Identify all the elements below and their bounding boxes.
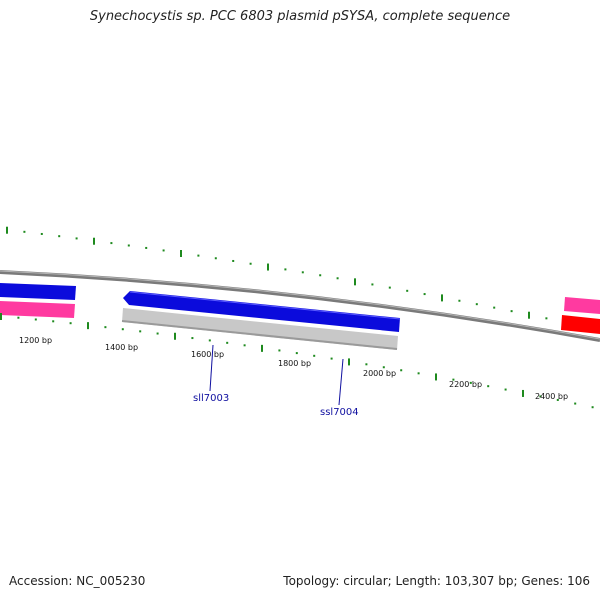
outer-minor-tick bbox=[510, 310, 513, 313]
outer-minor-tick bbox=[197, 254, 200, 257]
inner-minor-tick bbox=[69, 322, 72, 325]
inner-minor-tick bbox=[417, 372, 420, 375]
outer-minor-tick bbox=[232, 259, 235, 262]
bp-label-2000: 2000 bp bbox=[363, 369, 396, 378]
outer-minor-tick bbox=[336, 277, 339, 280]
inner-minor-tick bbox=[121, 328, 124, 331]
outer-minor-tick bbox=[23, 230, 26, 233]
map-title: Synechocystis sp. PCC 6803 plasmid pSYSA… bbox=[89, 9, 511, 24]
inner-major-tick bbox=[87, 322, 89, 330]
outer-major-tick bbox=[93, 237, 95, 245]
outer-minor-tick bbox=[493, 306, 496, 309]
gene-label-sll7003[interactable]: sll7003 bbox=[193, 393, 229, 404]
inner-minor-tick bbox=[469, 381, 472, 384]
bp-label-2200: 2200 bp bbox=[449, 380, 482, 389]
outer-minor-tick bbox=[58, 235, 61, 238]
outer-minor-tick bbox=[127, 244, 130, 247]
feature-red-right[interactable] bbox=[561, 315, 600, 334]
inner-minor-tick bbox=[295, 352, 298, 355]
gene-sll7003-arrow[interactable] bbox=[123, 291, 400, 332]
inner-minor-tick bbox=[104, 326, 107, 329]
inner-minor-tick bbox=[591, 406, 594, 409]
outer-minor-tick bbox=[406, 289, 409, 292]
outer-minor-tick bbox=[40, 232, 43, 235]
outer-minor-tick bbox=[319, 274, 322, 277]
inner-minor-tick bbox=[556, 398, 559, 401]
inner-minor-tick bbox=[400, 369, 403, 372]
inner-minor-tick bbox=[52, 320, 55, 323]
outer-minor-tick bbox=[249, 262, 252, 265]
gene-ssl7004-bar[interactable] bbox=[122, 308, 398, 350]
inner-minor-tick bbox=[452, 378, 455, 381]
inner-minor-tick bbox=[243, 344, 246, 347]
outer-minor-tick bbox=[388, 286, 391, 289]
outer-major-tick bbox=[267, 263, 269, 271]
inner-minor-tick bbox=[313, 354, 316, 357]
inner-major-tick bbox=[174, 332, 176, 340]
bp-label-1200: 1200 bp bbox=[19, 336, 52, 345]
sll7003-leader bbox=[209, 344, 214, 392]
inner-minor-tick bbox=[382, 366, 385, 369]
inner-minor-tick bbox=[365, 363, 368, 366]
inner-minor-tick bbox=[139, 330, 142, 333]
inner-minor-tick bbox=[574, 402, 577, 405]
outer-minor-tick bbox=[423, 293, 426, 296]
outer-minor-tick bbox=[545, 317, 548, 320]
feature-blue-left[interactable] bbox=[0, 283, 76, 300]
feature-pink-left[interactable] bbox=[0, 301, 75, 318]
outer-minor-tick bbox=[214, 257, 217, 260]
inner-minor-tick bbox=[487, 385, 490, 388]
inner-major-tick bbox=[435, 373, 437, 381]
outer-minor-tick bbox=[145, 246, 148, 249]
outer-major-tick bbox=[354, 278, 356, 286]
inner-minor-tick bbox=[539, 395, 542, 398]
inner-major-tick bbox=[522, 389, 524, 397]
outer-minor-tick bbox=[301, 271, 304, 274]
inner-minor-tick bbox=[330, 357, 333, 360]
accession-text: Accession: NC_005230 bbox=[9, 574, 146, 588]
feature-pink-right[interactable] bbox=[564, 297, 600, 314]
gene-ssl7004-shadow bbox=[121, 320, 398, 350]
outer-minor-tick bbox=[284, 268, 287, 271]
bp-label-1800: 1800 bp bbox=[278, 359, 311, 368]
gene-label-ssl7004[interactable]: ssl7004 bbox=[320, 407, 359, 418]
outer-major-tick bbox=[6, 226, 8, 234]
inner-major-tick bbox=[261, 344, 263, 352]
inner-major-tick bbox=[348, 358, 350, 366]
ssl7004-leader bbox=[338, 358, 344, 406]
inner-tick-row bbox=[0, 313, 594, 409]
sequence-stats: Topology: circular; Length: 103,307 bp; … bbox=[283, 574, 590, 588]
plasmid-backbone bbox=[0, 270, 600, 342]
bp-label-2400: 2400 bp bbox=[535, 392, 568, 401]
inner-minor-tick bbox=[208, 339, 211, 342]
inner-minor-tick bbox=[17, 316, 20, 319]
inner-major-tick bbox=[0, 313, 2, 320]
outer-major-tick bbox=[528, 311, 530, 319]
inner-minor-tick bbox=[34, 318, 37, 321]
inner-minor-tick bbox=[226, 341, 229, 344]
outer-minor-tick bbox=[458, 299, 461, 302]
bp-label-1400: 1400 bp bbox=[105, 343, 138, 352]
inner-minor-tick bbox=[156, 332, 159, 335]
plasmid-backbone-highlight bbox=[0, 270, 600, 340]
outer-minor-tick bbox=[110, 242, 113, 245]
outer-minor-tick bbox=[75, 237, 78, 240]
outer-minor-tick bbox=[371, 283, 374, 286]
outer-minor-tick bbox=[475, 303, 478, 306]
outer-minor-tick bbox=[162, 249, 165, 252]
gene-sll7003-highlight bbox=[129, 291, 401, 320]
outer-major-tick bbox=[180, 250, 182, 257]
inner-minor-tick bbox=[191, 337, 194, 340]
inner-minor-tick bbox=[278, 349, 281, 352]
bp-label-1600: 1600 bp bbox=[191, 350, 224, 359]
inner-minor-tick bbox=[504, 388, 507, 391]
outer-major-tick bbox=[441, 294, 443, 302]
